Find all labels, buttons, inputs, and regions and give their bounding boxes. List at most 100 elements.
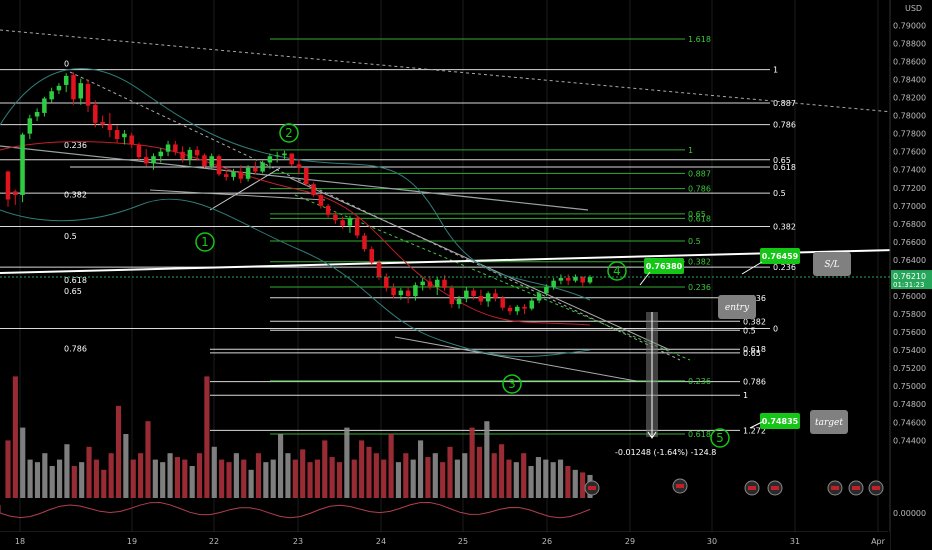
candle-body[interactable] [420, 281, 425, 286]
price-tag[interactable] [644, 258, 684, 274]
candle-body[interactable] [514, 306, 520, 312]
candle-body[interactable] [529, 300, 535, 309]
candle-body[interactable] [42, 98, 47, 113]
event-flag-mark [771, 486, 779, 490]
candle-body[interactable] [194, 149, 200, 156]
candle-body[interactable] [114, 130, 120, 140]
candle-body[interactable] [245, 167, 251, 179]
candle-body[interactable] [5, 171, 11, 200]
candle-body[interactable] [507, 307, 513, 312]
candle-body[interactable] [333, 214, 338, 221]
candle-body[interactable] [100, 121, 105, 125]
candle-body[interactable] [471, 290, 476, 296]
note-box[interactable] [718, 295, 756, 319]
candle-body[interactable] [71, 75, 76, 100]
price-tick-label: 0.75200 [893, 364, 926, 373]
candle-body[interactable] [78, 83, 84, 99]
candle-body[interactable] [318, 194, 324, 206]
candle-body[interactable] [13, 191, 18, 195]
candle-body[interactable] [405, 290, 411, 296]
candle-body[interactable] [209, 156, 214, 167]
candle-body[interactable] [93, 104, 98, 123]
price-tick-label: 0.74600 [893, 418, 926, 427]
candle-body[interactable] [325, 205, 331, 215]
fib-level-label: 0.5 [688, 237, 701, 246]
candle-body[interactable] [260, 162, 265, 172]
candle-body[interactable] [253, 167, 258, 172]
candle-body[interactable] [500, 297, 505, 308]
candle-body[interactable] [165, 144, 171, 152]
candle-body[interactable] [376, 262, 382, 278]
volume-bar [292, 459, 298, 498]
candle-body[interactable] [362, 235, 367, 250]
candle-body[interactable] [398, 290, 404, 296]
candle-body[interactable] [573, 277, 578, 281]
candle-body[interactable] [434, 279, 440, 287]
candle-body[interactable] [340, 220, 345, 226]
candle-body[interactable] [442, 279, 447, 288]
candle-body[interactable] [485, 293, 491, 302]
price-tag[interactable] [760, 413, 800, 429]
volume-bar [469, 427, 475, 498]
candle-body[interactable] [56, 85, 62, 91]
candle-body[interactable] [136, 144, 142, 158]
candle-body[interactable] [282, 153, 287, 156]
candle-body[interactable] [384, 277, 389, 288]
candle-body[interactable] [223, 174, 229, 177]
candle-body[interactable] [311, 184, 316, 195]
candle-body[interactable] [85, 84, 91, 106]
candle-body[interactable] [522, 306, 527, 309]
candle-body[interactable] [391, 287, 396, 296]
candle-body[interactable] [122, 133, 127, 138]
fib-level-label: 0.786 [773, 121, 796, 130]
candle-body[interactable] [180, 151, 185, 159]
candle-body[interactable] [173, 144, 178, 152]
fib-level-label: 1.272 [743, 426, 766, 435]
candle-body[interactable] [544, 286, 549, 294]
candle-body[interactable] [158, 151, 164, 157]
candle-body[interactable] [354, 218, 360, 236]
candle-body[interactable] [580, 277, 585, 283]
candle-body[interactable] [558, 277, 564, 281]
volume-bar [248, 469, 254, 498]
candle-body[interactable] [456, 298, 462, 305]
candle-body[interactable] [34, 112, 40, 117]
candle-body[interactable] [478, 296, 484, 302]
candle-body[interactable] [449, 287, 455, 305]
note-box[interactable] [813, 252, 851, 276]
candle-body[interactable] [464, 290, 469, 299]
candle-body[interactable] [587, 277, 593, 283]
candle-body[interactable] [107, 124, 113, 131]
candle-body[interactable] [551, 280, 556, 287]
candle-body[interactable] [27, 118, 33, 134]
candle-body[interactable] [565, 277, 571, 281]
candle-body[interactable] [63, 75, 69, 85]
candle-body[interactable] [536, 293, 542, 301]
volume-bar [535, 457, 542, 498]
candle-body[interactable] [369, 249, 375, 263]
price-tag[interactable] [760, 248, 800, 264]
candle-body[interactable] [289, 153, 294, 165]
candle-body[interactable] [187, 149, 193, 159]
candle-body[interactable] [267, 156, 273, 163]
volume-bar [543, 459, 549, 498]
candle-body[interactable] [493, 293, 498, 298]
candle-body[interactable] [238, 171, 244, 179]
candle-body[interactable] [427, 281, 433, 287]
candle-body[interactable] [413, 285, 418, 296]
note-box[interactable] [810, 410, 848, 434]
candle-body[interactable] [347, 218, 353, 226]
candle-body[interactable] [304, 167, 309, 185]
candle-body[interactable] [274, 155, 280, 157]
candle-body[interactable] [151, 156, 156, 164]
volume-bar [381, 459, 387, 498]
candle-body[interactable] [20, 134, 25, 195]
candle-body[interactable] [296, 164, 302, 168]
candle-body[interactable] [129, 135, 134, 145]
candle-body[interactable] [231, 171, 236, 177]
candle-body[interactable] [202, 155, 207, 167]
candle-body[interactable] [49, 91, 54, 100]
candle-body[interactable] [216, 156, 222, 175]
candle-body[interactable] [143, 157, 149, 164]
